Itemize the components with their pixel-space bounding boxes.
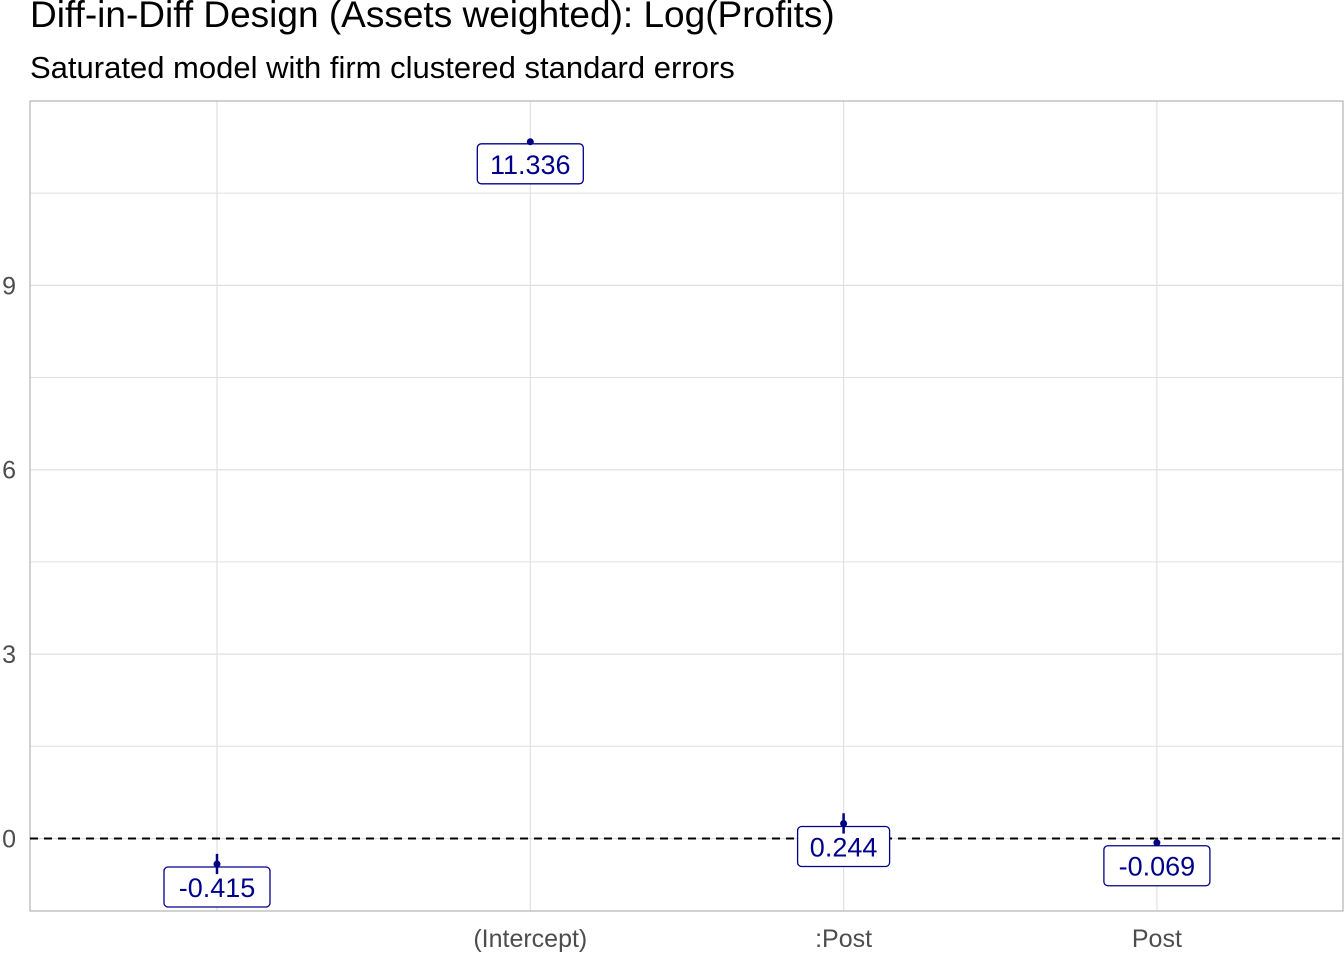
y-tick-label: 9 — [2, 272, 16, 300]
estimate-point — [840, 819, 848, 827]
y-tick-label: 3 — [2, 641, 16, 669]
x-tick-label: (Intercept) — [473, 925, 587, 953]
chart-title: Diff-in-Diff Design (Assets weighted): L… — [30, 0, 835, 35]
x-tick-label: :Post — [815, 925, 872, 953]
estimate-label: -0.069 — [1119, 852, 1196, 882]
panel-border — [29, 100, 1344, 912]
y-tick-label: 6 — [2, 457, 16, 485]
estimate-labels: -0.415 11.336 0.244 -0.069 — [163, 143, 1211, 908]
estimate-points — [213, 138, 1161, 875]
estimate-point — [213, 860, 221, 868]
y-tick-label: 0 — [2, 825, 16, 853]
chart-subtitle: Saturated model with firm clustered stan… — [30, 50, 735, 85]
estimate-point — [1153, 839, 1161, 847]
estimate-label: 0.244 — [810, 832, 878, 862]
x-tick-label: Post — [1132, 925, 1182, 953]
estimate-point — [526, 138, 534, 146]
estimate-label: 11.336 — [490, 150, 571, 180]
estimate-label: -0.415 — [179, 873, 256, 903]
